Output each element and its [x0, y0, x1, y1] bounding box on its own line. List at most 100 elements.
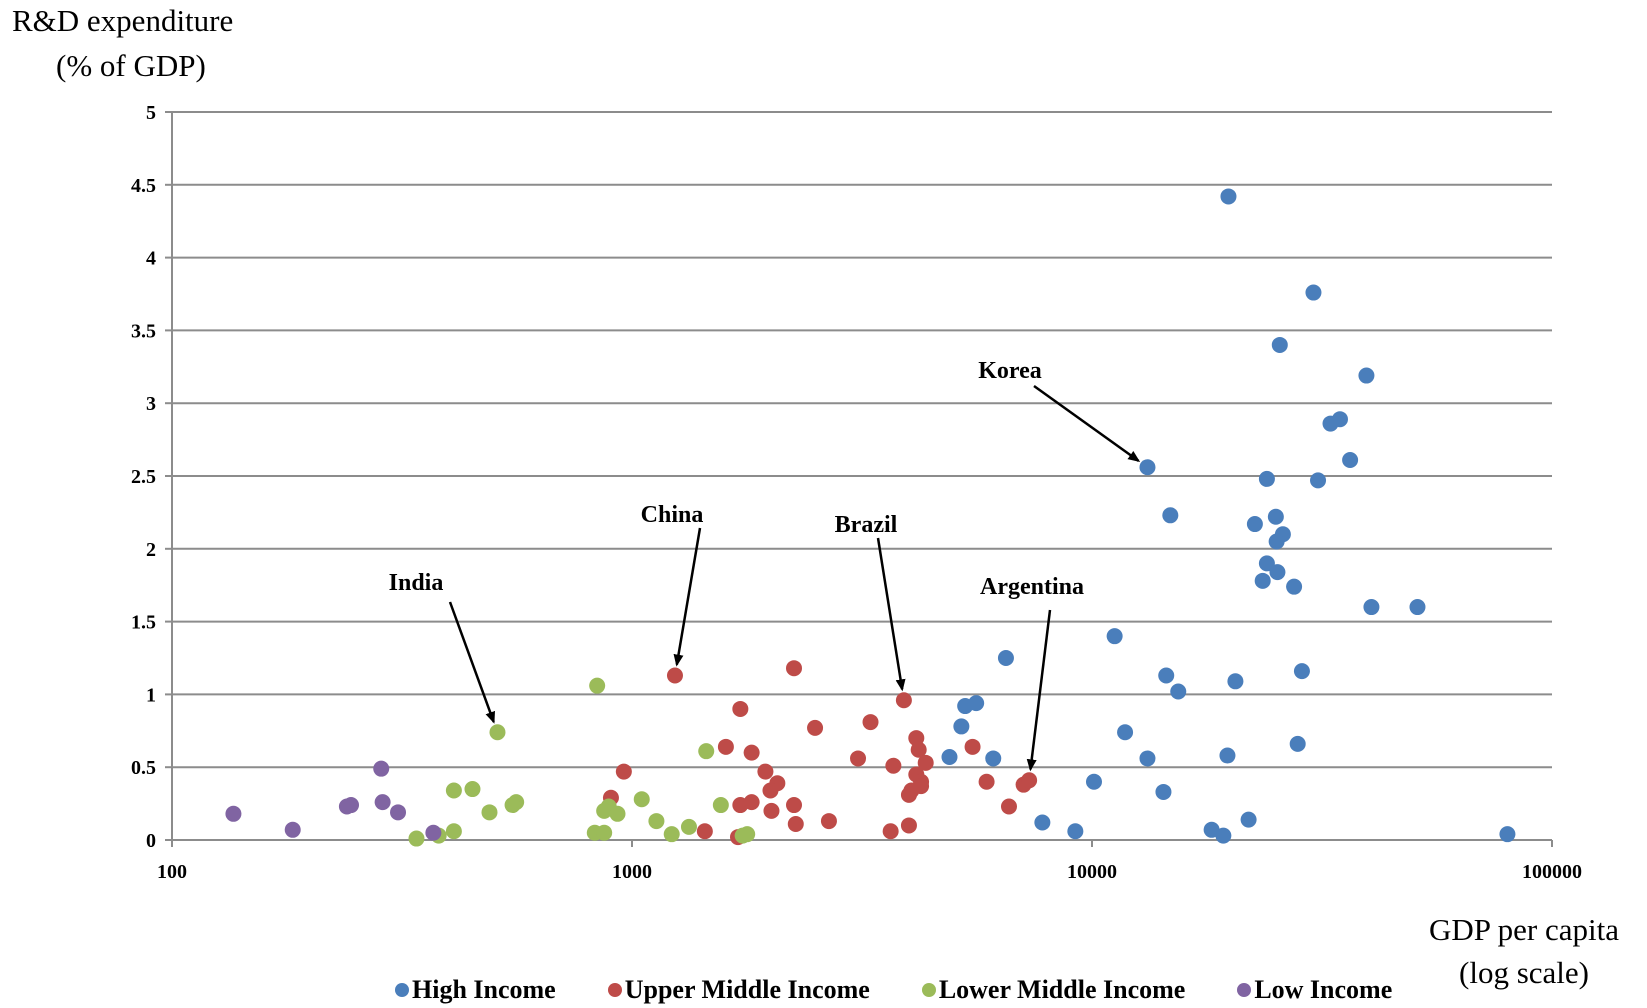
point-high-income	[1106, 628, 1123, 645]
point-high-income	[1155, 783, 1172, 800]
point-high-income	[1409, 599, 1426, 616]
point-upper-middle-income	[615, 763, 632, 780]
point-upper-middle-income	[1021, 772, 1038, 789]
point-lower-middle-income	[663, 826, 680, 843]
point-upper-middle-income	[885, 757, 902, 774]
data-points	[225, 188, 1516, 847]
legend-marker	[395, 983, 409, 997]
y-tick-label: 0	[146, 830, 156, 852]
point-high-income	[1215, 827, 1232, 844]
point-lower-middle-income	[589, 677, 606, 694]
y-tick-label: 3	[146, 393, 156, 415]
point-upper-middle-income	[787, 815, 804, 832]
x-tick-label: 100000	[1522, 861, 1582, 883]
annotation-arrow-korea	[1033, 384, 1141, 463]
annotation-china: China	[641, 502, 704, 528]
point-upper-middle-income	[820, 813, 837, 830]
annotation-argentina: Argentina	[980, 574, 1084, 600]
point-high-income	[1342, 451, 1359, 468]
legend-marker	[607, 983, 622, 997]
point-upper-middle-income	[696, 823, 713, 840]
point-lower-middle-income	[648, 813, 665, 830]
y-tick-labels: 0 0.5 1 1.5 2 2.5 3 3.5 4 4.5 5	[131, 102, 156, 852]
point-high-income	[1358, 367, 1375, 384]
point-upper-middle-income	[762, 782, 779, 799]
point-high-income	[941, 749, 958, 766]
point-upper-middle-income	[895, 692, 912, 709]
point-high-income	[1499, 826, 1516, 843]
point-high-income	[1034, 814, 1051, 831]
point-high-income	[1254, 572, 1271, 589]
point-upper-middle-income	[900, 817, 917, 834]
legend-marker	[1237, 983, 1252, 997]
legend-item: Lower Middle Income	[921, 975, 1186, 1005]
point-high-income	[1258, 470, 1275, 487]
point-upper-middle-income	[743, 744, 760, 761]
point-upper-middle-income	[732, 700, 749, 717]
legend-label: Low Income	[1254, 975, 1393, 1004]
gridlines	[172, 111, 1552, 769]
point-lower-middle-income	[712, 797, 729, 814]
point-high-income	[1227, 673, 1244, 690]
point-high-income	[1085, 773, 1102, 790]
point-high-income	[1158, 667, 1175, 684]
point-high-income	[1269, 564, 1286, 581]
y-tick-label: 1	[146, 684, 156, 706]
legend-marker	[921, 983, 936, 997]
point-upper-middle-income	[882, 823, 899, 840]
point-low-income	[425, 824, 442, 841]
point-upper-middle-income	[807, 719, 824, 736]
point-lower-middle-income	[734, 827, 751, 844]
legend-item: Upper Middle Income	[607, 975, 870, 1005]
point-lower-middle-income	[445, 823, 462, 840]
y-tick-label: 4.5	[131, 175, 156, 197]
point-low-income	[374, 794, 391, 811]
legend-label: Lower Middle Income	[938, 975, 1186, 1004]
x-tick-label: 1000	[612, 861, 652, 883]
point-lower-middle-income	[489, 724, 506, 741]
point-upper-middle-income	[786, 797, 803, 814]
point-upper-middle-income	[862, 714, 879, 731]
y-tick-label: 1.5	[131, 612, 156, 634]
point-high-income	[1240, 811, 1257, 828]
x-tick-labels: 100 1000 10000 100000	[157, 861, 1582, 883]
point-lower-middle-income	[408, 830, 425, 847]
x-axis-label-line-1: GDP per capita	[1429, 912, 1619, 947]
x-axis-label-line-2: (log scale)	[1459, 955, 1589, 990]
point-upper-middle-income	[786, 660, 803, 677]
point-low-income	[225, 805, 242, 822]
point-low-income	[373, 760, 390, 777]
legend-item: Low Income	[1237, 975, 1392, 1005]
legend-label: Upper Middle Income	[624, 975, 870, 1004]
y-axis-label-line-2: (% of GDP)	[56, 48, 206, 83]
point-high-income	[1258, 555, 1275, 572]
point-high-income	[1322, 415, 1339, 432]
point-upper-middle-income	[1000, 798, 1017, 815]
annotation-india: India	[389, 570, 444, 596]
point-lower-middle-income	[698, 743, 715, 760]
axes	[165, 111, 1553, 847]
point-high-income	[953, 718, 970, 735]
y-tick-label: 2.5	[131, 466, 156, 488]
point-upper-middle-income	[850, 750, 867, 767]
point-high-income	[1267, 508, 1284, 525]
point-upper-middle-income	[978, 773, 995, 790]
point-upper-middle-income	[910, 741, 927, 758]
point-lower-middle-income	[680, 818, 697, 835]
legend-item: High Income	[395, 975, 556, 1005]
point-lower-middle-income	[609, 805, 626, 822]
point-lower-middle-income	[481, 804, 498, 821]
point-upper-middle-income	[964, 738, 981, 755]
annotation-arrow-brazil	[876, 537, 906, 692]
point-lower-middle-income	[504, 797, 521, 814]
y-tick-label: 0.5	[131, 757, 156, 779]
point-high-income	[1246, 516, 1263, 533]
y-tick-label: 4	[146, 248, 156, 270]
point-high-income	[1286, 578, 1303, 595]
point-high-income	[1117, 724, 1134, 741]
point-high-income	[1310, 472, 1327, 489]
y-tick-label: 2	[146, 539, 156, 561]
point-high-income	[1219, 747, 1236, 764]
point-high-income	[1220, 188, 1237, 205]
